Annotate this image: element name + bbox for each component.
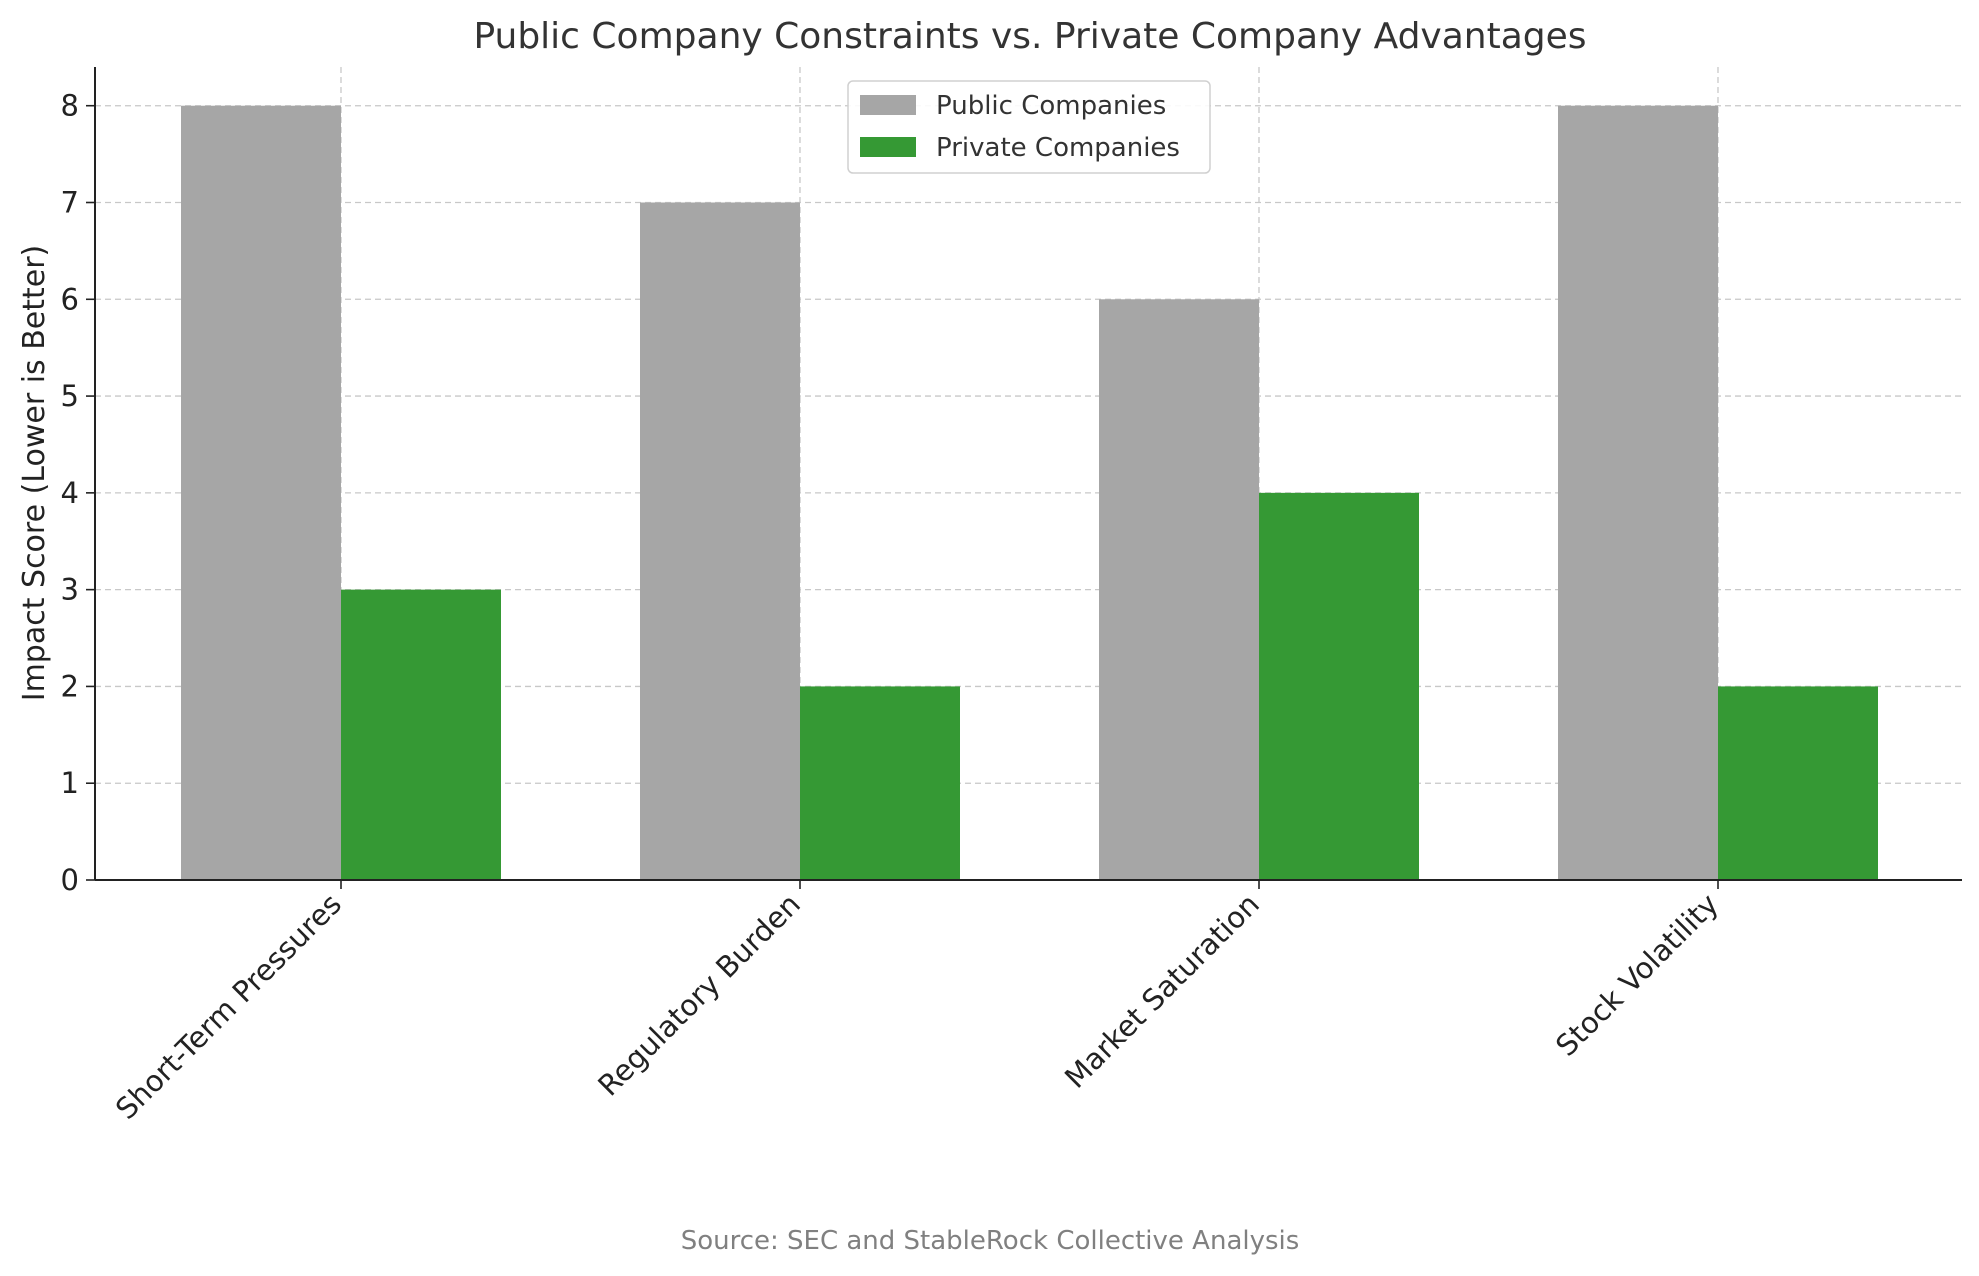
y-tick-labels: 0 1 2 3 4 5 6 7 8: [61, 89, 79, 897]
legend-frame: [847, 80, 1211, 174]
y-tick-label: 3: [61, 573, 79, 607]
x-tick-label: Market Saturation: [1058, 887, 1266, 1095]
private-bar: [1718, 686, 1878, 880]
y-tick-label: 7: [61, 186, 79, 220]
bars: [181, 105, 1878, 880]
legend: Public Companies Private Companies: [847, 80, 1211, 174]
y-tick-label: 6: [61, 282, 79, 316]
y-axis-label: Impact Score (Lower is Better): [17, 245, 52, 702]
source-note: Source: SEC and StableRock Collective An…: [681, 1226, 1300, 1256]
y-tick-label: 8: [61, 89, 79, 123]
legend-label: Public Companies: [936, 91, 1166, 121]
private-bar: [341, 589, 501, 880]
private-bar: [1259, 492, 1419, 880]
x-tick-label: Stock Volatility: [1549, 887, 1725, 1063]
x-tick-labels: Short-Term Pressures Regulatory Burden Mar…: [109, 887, 1725, 1126]
public-bar: [1099, 299, 1259, 880]
y-tick-label: 0: [61, 863, 79, 897]
x-tick-label: Regulatory Burden: [591, 887, 807, 1103]
public-bar: [1558, 105, 1718, 880]
private-bar: [800, 686, 960, 880]
legend-swatch: [860, 95, 916, 115]
axes: [86, 67, 1962, 889]
public-bar: [640, 202, 800, 880]
public-bar: [181, 105, 341, 880]
legend-swatch: [860, 137, 916, 157]
y-tick-label: 5: [61, 379, 79, 413]
chart-title: Public Company Constraints vs. Private C…: [473, 16, 1586, 57]
x-tick-label: Short-Term Pressures: [109, 887, 348, 1126]
legend-label: Private Companies: [936, 133, 1180, 163]
y-tick-label: 2: [61, 669, 79, 703]
y-tick-label: 4: [61, 476, 79, 510]
y-tick-label: 1: [61, 766, 79, 800]
